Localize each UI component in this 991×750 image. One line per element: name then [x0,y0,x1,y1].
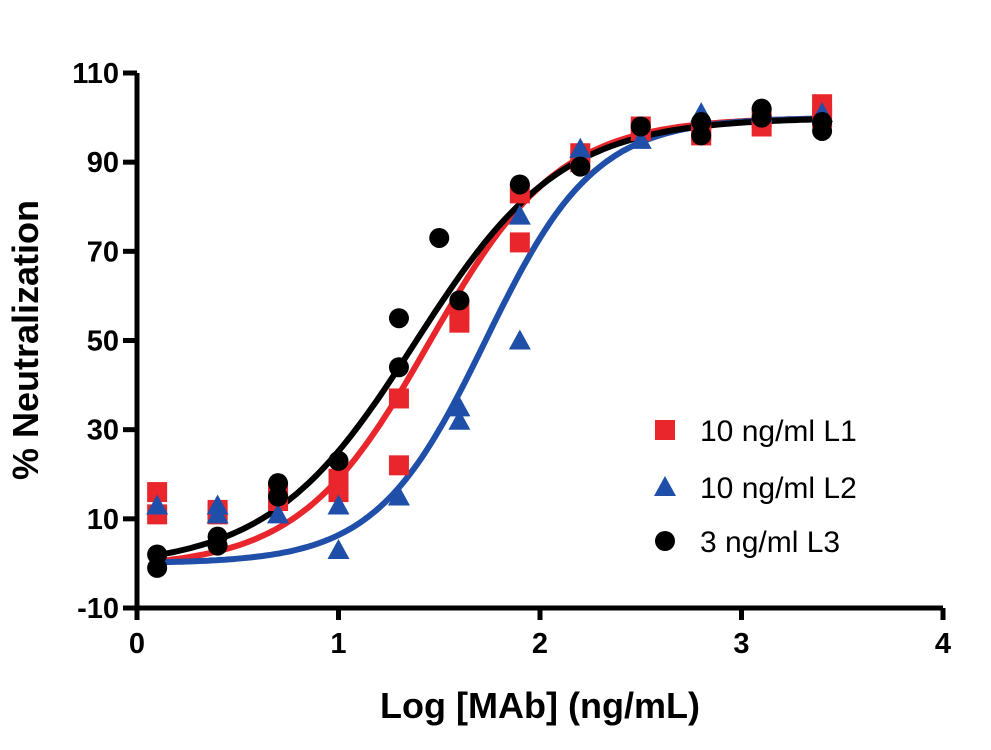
y-axis-title: % Neutralization [5,200,46,480]
legend-triangle-icon [654,476,676,496]
y-tick-label: 10 [87,504,119,536]
circle-point [328,450,349,471]
fit-curves [150,115,830,566]
circle-point [751,107,772,128]
circle-point [509,174,530,195]
legend-label: 10 ng/ml L1 [700,415,857,448]
square-point [147,482,168,503]
triangle-point [146,494,169,515]
x-tick-label: 3 [733,628,749,660]
fit-curve [150,116,830,559]
y-tick-label: 30 [87,415,119,447]
circle-point [147,557,168,578]
circle-point [429,227,450,248]
tick-labels: 0 1 2 3 4 -10 10 30 50 70 90 110 [72,58,951,660]
square-point [509,232,530,253]
x-axis-title: Log [MAb] (ng/mL) [380,685,700,726]
legend-circle-icon [655,531,675,551]
triangle-point [327,539,350,560]
legend-label: 10 ng/ml L2 [700,472,857,505]
circle-point [388,357,409,378]
triangle-point [327,494,350,515]
triangle-point [508,329,531,350]
y-tick-label: 110 [72,58,119,90]
data-points [146,94,834,578]
legend-label: 3 ng/ml L3 [700,526,840,559]
triangle-point [448,409,471,430]
circle-point [207,535,228,556]
circle-point [812,120,833,141]
triangle-point [267,503,290,524]
triangle-point [508,204,531,225]
circle-point [630,116,651,137]
circle-point [449,290,470,311]
y-tick-label: -10 [77,593,119,625]
triangle-point [569,137,592,158]
circle-point [570,156,591,177]
y-tick-label: 70 [87,236,119,268]
triangle-point [387,485,410,506]
x-tick-label: 0 [129,628,145,660]
square-point [388,388,409,409]
axis-ticks [123,70,946,620]
x-tick-label: 1 [330,628,346,660]
y-tick-label: 90 [87,147,119,179]
circle-point [388,308,409,329]
x-tick-label: 2 [532,628,548,660]
legend: 10 ng/ml L1 10 ng/ml L2 3 ng/ml L3 [654,415,857,559]
square-point [449,312,470,333]
square-point [388,455,409,476]
triangle-point [206,503,229,524]
x-tick-label: 4 [935,628,951,660]
triangle-point [629,128,652,149]
legend-square-icon [655,420,675,440]
y-tick-label: 50 [87,326,119,358]
square-point [328,482,349,503]
circle-point [691,125,712,146]
triangle-point [448,396,471,417]
circle-point [268,486,289,507]
